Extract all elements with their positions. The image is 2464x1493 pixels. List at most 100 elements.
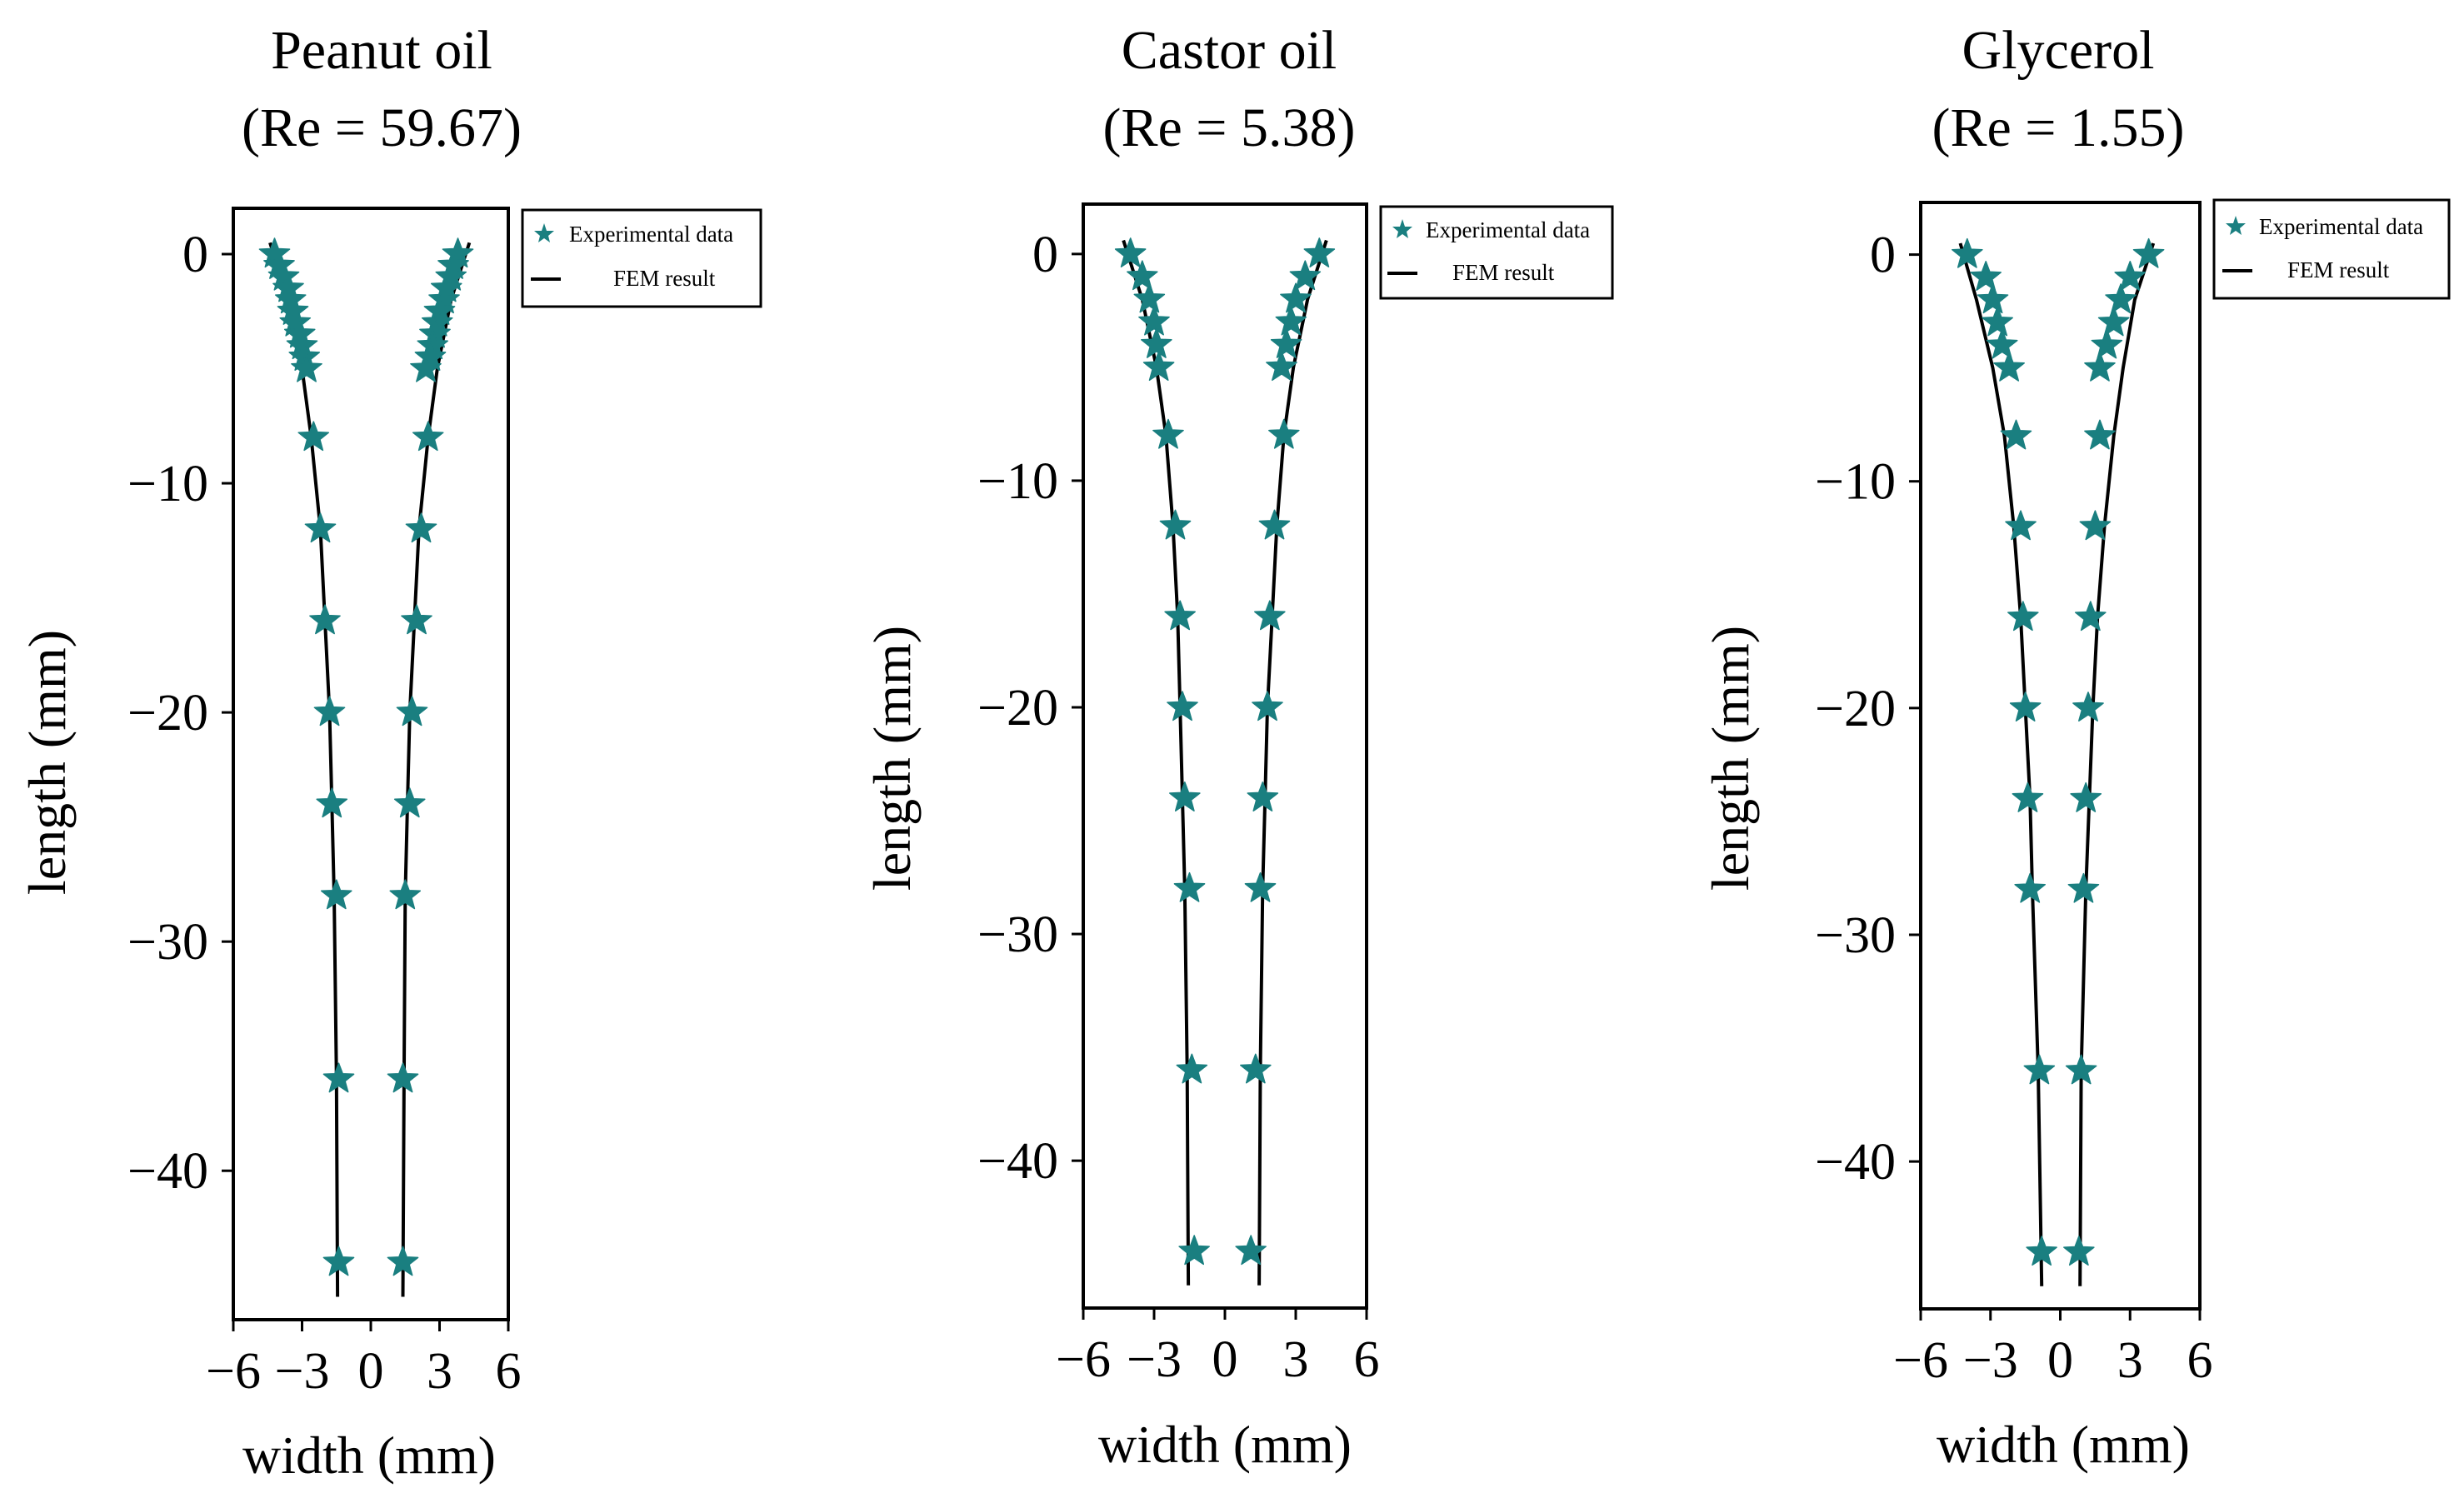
data-point-star [412, 421, 444, 452]
x-tick-label: −3 [275, 1343, 330, 1400]
chart-title: Peanut oil [271, 20, 492, 81]
data-point-star [309, 604, 341, 635]
y-tick-label: 0 [1032, 227, 1058, 283]
y-tick-label: 0 [1870, 227, 1896, 284]
data-point-star [2067, 872, 2100, 903]
fem-curve-right [2078, 242, 2156, 1286]
data-point-star [2063, 1236, 2095, 1266]
data-point-star [1289, 260, 1322, 291]
data-point-star [393, 787, 426, 818]
y-tick-label: −20 [127, 685, 208, 742]
experimental-points [1952, 237, 2165, 1266]
data-point-star [2026, 1236, 2057, 1266]
data-point-star [1254, 600, 1286, 631]
legend-label-experimental: Experimental data [1426, 217, 1590, 242]
data-point-star [2132, 237, 2165, 268]
data-point-star [1127, 260, 1158, 291]
data-point-star [1164, 600, 1196, 631]
data-point-star [1303, 237, 1336, 267]
data-point-star [1141, 327, 1172, 358]
data-point-star [322, 1062, 355, 1093]
legend-star-icon [1392, 219, 1412, 238]
legend-box [521, 208, 762, 308]
fem-curve-left [268, 242, 340, 1297]
x-tick-label: −3 [1127, 1331, 1182, 1388]
y-axis-label: length (mm) [862, 626, 922, 891]
plot-frame [1919, 201, 2202, 1311]
data-point-star [2074, 601, 2107, 632]
data-point-star [1266, 351, 1297, 382]
data-point-star [2012, 781, 2044, 812]
y-tick-label: −30 [977, 906, 1058, 963]
y-axis-label: length (mm) [17, 630, 77, 895]
ticks: −6 −3 0 3 60−10−20−30−40 [127, 227, 521, 1400]
data-point-star [2072, 692, 2104, 722]
data-point-star [2084, 419, 2116, 450]
legend: Experimental data FEM result [521, 208, 762, 308]
data-point-star [1159, 509, 1192, 540]
legend-box [1379, 205, 1614, 300]
data-point-star [1977, 283, 2009, 314]
data-point-star [387, 1246, 419, 1276]
x-tick-label: −3 [1963, 1332, 2018, 1389]
x-tick-label: 0 [1212, 1331, 1238, 1388]
x-tick-label: 3 [427, 1343, 452, 1400]
y-tick-label: −20 [977, 680, 1058, 737]
y-tick-label: −10 [977, 453, 1058, 510]
data-point-star [2079, 510, 2112, 541]
data-point-star [1258, 509, 1291, 540]
data-point-star [2009, 692, 2042, 722]
fem-curves [1122, 239, 1328, 1286]
panel-glycerol: Glycerol (Re = 1.55) length (mm) width (… [1701, 20, 2451, 1474]
data-point-star [389, 879, 422, 910]
data-point-star [1142, 351, 1175, 382]
legend: Experimental data FEM result [2212, 198, 2451, 300]
data-point-star [2023, 1054, 2056, 1085]
fem-curve-left [1958, 242, 2044, 1286]
data-point-star [1280, 282, 1312, 313]
data-point-star [1176, 1053, 1208, 1084]
chart-subtitle: (Re = 5.38) [1103, 97, 1356, 158]
ticks: −6 −3 0 3 60−10−20−30−40 [977, 227, 1379, 1388]
x-axis-label: width (mm) [1937, 1415, 2190, 1474]
legend-label-fem: FEM result [2287, 257, 2390, 282]
y-tick-label: −10 [127, 456, 208, 512]
data-point-star [396, 696, 428, 727]
data-point-star [316, 787, 348, 818]
data-point-star [1152, 418, 1184, 449]
ticks: −6 −3 0 3 60−10−20−30−40 [1815, 227, 2212, 1389]
data-point-star [1993, 351, 2025, 382]
data-point-star [1268, 418, 1300, 449]
panel-castor-oil: Castor oil (Re = 5.38) length (mm) width… [862, 20, 1614, 1474]
y-tick-label: −10 [1815, 454, 1896, 511]
experimental-points [1114, 237, 1336, 1266]
data-point-star [2097, 306, 2130, 337]
fem-curves [1958, 242, 2156, 1286]
data-point-star [2091, 328, 2123, 359]
y-tick-label: 0 [182, 227, 208, 283]
data-point-star [401, 604, 432, 635]
y-axis-label: length (mm) [1701, 626, 1760, 891]
legend-star-icon [534, 223, 554, 242]
data-point-star [410, 352, 442, 382]
legend-label-experimental: Experimental data [2259, 214, 2423, 239]
data-point-star [1235, 1235, 1267, 1266]
chart-subtitle: (Re = 1.55) [1932, 97, 2185, 158]
data-point-star [1138, 305, 1170, 336]
fem-curve-right [1257, 239, 1328, 1286]
legend-label-fem: FEM result [613, 266, 716, 291]
y-tick-label: −40 [1815, 1134, 1896, 1191]
data-point-star [1970, 261, 2002, 291]
legend-label-fem: FEM result [1452, 260, 1555, 285]
x-tick-label: −6 [206, 1343, 261, 1400]
data-point-star [320, 879, 352, 910]
x-tick-label: 6 [496, 1343, 522, 1400]
data-point-star [387, 1062, 419, 1093]
data-point-star [2007, 601, 2039, 632]
chart-title: Glycerol [1962, 20, 2155, 81]
x-tick-label: 6 [1354, 1331, 1380, 1388]
data-point-star [2070, 781, 2102, 812]
x-tick-label: 0 [358, 1343, 384, 1400]
data-point-star [2065, 1054, 2097, 1085]
data-point-star [2014, 872, 2047, 903]
